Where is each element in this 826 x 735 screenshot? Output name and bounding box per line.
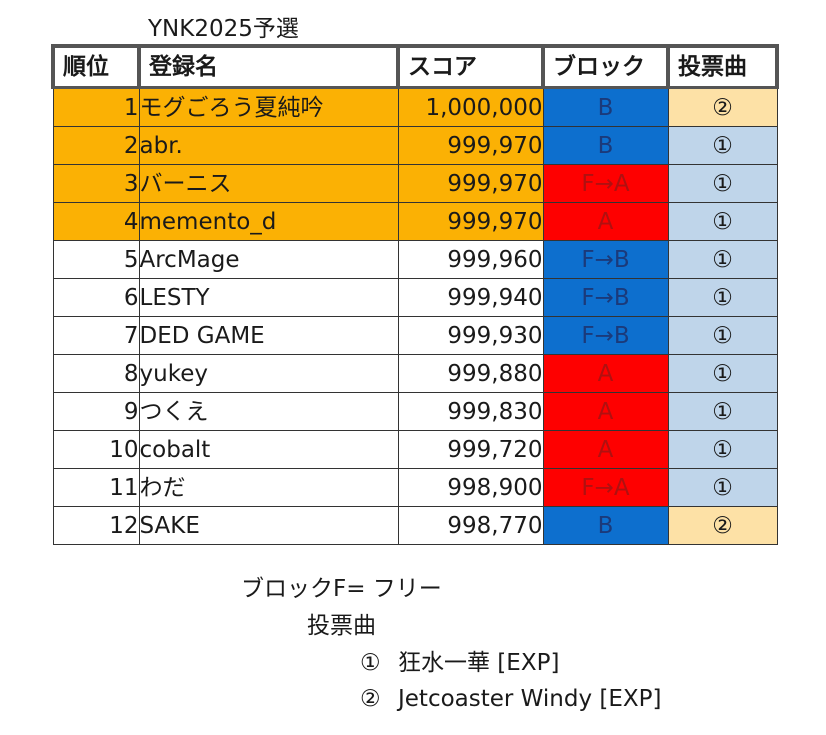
name-cell: わだ: [138, 468, 399, 507]
rank-cell: 4: [52, 202, 140, 241]
score-cell: 999,940: [397, 278, 544, 317]
table-row: 2 abr. 999,970 B ①: [52, 126, 778, 165]
score-cell: 999,970: [397, 202, 544, 241]
name-cell: abr.: [138, 126, 399, 165]
block-cell: B: [542, 87, 669, 127]
table-row: 11 わだ 998,900 F→A ①: [52, 468, 778, 507]
table-row: 12 SAKE 998,770 B ②: [52, 506, 778, 545]
rank-cell: 6: [52, 278, 140, 317]
name-cell: バーニス: [138, 164, 399, 203]
score-cell: 999,970: [397, 126, 544, 165]
block-cell: F→B: [542, 240, 669, 279]
sheet-title: YNK2025予選: [148, 16, 299, 42]
rank-cell: 7: [52, 316, 140, 355]
song-2-title: Jetcoaster Windy [EXP]: [398, 686, 662, 712]
name-cell: SAKE: [138, 506, 399, 545]
table-row: 1 モグごろう夏純吟 1,000,000 B ②: [52, 87, 778, 127]
score-cell: 1,000,000: [397, 87, 544, 127]
block-legend: ブロックF= フリー: [241, 576, 442, 602]
block-cell: F→A: [542, 468, 669, 507]
name-cell: DED GAME: [138, 316, 399, 355]
table-row: 3 バーニス 999,970 F→A ①: [52, 164, 778, 203]
score-cell: 998,900: [397, 468, 544, 507]
vote-cell: ②: [667, 87, 778, 127]
table-row: 10 cobalt 999,720 A ①: [52, 430, 778, 469]
table-row: 6 LESTY 999,940 F→B ①: [52, 278, 778, 317]
table-row: 7 DED GAME 999,930 F→B ①: [52, 316, 778, 355]
vote-cell: ②: [667, 506, 778, 545]
vote-legend-song-2: ② Jetcoaster Windy [EXP]: [360, 684, 662, 714]
table-row: 5 ArcMage 999,960 F→B ①: [52, 240, 778, 279]
name-cell: ArcMage: [138, 240, 399, 279]
rank-cell: 10: [52, 430, 140, 469]
vote-cell: ①: [667, 278, 778, 317]
block-cell: B: [542, 126, 669, 165]
block-cell: F→B: [542, 278, 669, 317]
block-cell: A: [542, 354, 669, 393]
name-cell: モグごろう夏純吟: [138, 87, 399, 127]
header-block: ブロック: [541, 44, 670, 89]
song-1-mark: ①: [360, 650, 381, 676]
vote-legend-heading: 投票曲: [307, 613, 376, 639]
header-rank: 順位: [51, 44, 141, 89]
score-cell: 999,960: [397, 240, 544, 279]
name-cell: cobalt: [138, 430, 399, 469]
rank-cell: 8: [52, 354, 140, 393]
rank-cell: 5: [52, 240, 140, 279]
song-1-title: 狂水一華 [EXP]: [398, 650, 560, 676]
table-row: 9 つくえ 999,830 A ①: [52, 392, 778, 431]
block-cell: A: [542, 430, 669, 469]
qualifier-results-table: 順位 登録名 スコア ブロック 投票曲 1 モグごろう夏純吟 1,000,000…: [51, 44, 779, 545]
block-cell: A: [542, 202, 669, 241]
block-cell: F→B: [542, 316, 669, 355]
name-cell: つくえ: [138, 392, 399, 431]
score-cell: 998,770: [397, 506, 544, 545]
rank-cell: 2: [52, 126, 140, 165]
block-cell: B: [542, 506, 669, 545]
table-row: 8 yukey 999,880 A ①: [52, 354, 778, 393]
vote-legend-song-1: ① 狂水一華 [EXP]: [360, 648, 559, 678]
score-cell: 999,830: [397, 392, 544, 431]
score-cell: 999,880: [397, 354, 544, 393]
vote-cell: ①: [667, 430, 778, 469]
name-cell: yukey: [138, 354, 399, 393]
vote-cell: ①: [667, 126, 778, 165]
score-cell: 999,970: [397, 164, 544, 203]
header-row: 順位 登録名 スコア ブロック 投票曲: [51, 44, 779, 89]
song-2-mark: ②: [360, 686, 381, 712]
vote-cell: ①: [667, 240, 778, 279]
vote-cell: ①: [667, 354, 778, 393]
name-cell: LESTY: [138, 278, 399, 317]
rank-cell: 3: [52, 164, 140, 203]
rank-cell: 9: [52, 392, 140, 431]
table-row: 4 memento_d 999,970 A ①: [52, 202, 778, 241]
vote-cell: ①: [667, 392, 778, 431]
header-name: 登録名: [137, 44, 400, 89]
rank-cell: 11: [52, 468, 140, 507]
vote-cell: ①: [667, 202, 778, 241]
block-cell: A: [542, 392, 669, 431]
score-cell: 999,720: [397, 430, 544, 469]
header-vote: 投票曲: [666, 44, 779, 89]
header-score: スコア: [396, 44, 545, 89]
score-cell: 999,930: [397, 316, 544, 355]
name-cell: memento_d: [138, 202, 399, 241]
vote-cell: ①: [667, 164, 778, 203]
block-cell: F→A: [542, 164, 669, 203]
rank-cell: 1: [52, 87, 140, 127]
vote-cell: ①: [667, 468, 778, 507]
vote-cell: ①: [667, 316, 778, 355]
rank-cell: 12: [52, 506, 140, 545]
